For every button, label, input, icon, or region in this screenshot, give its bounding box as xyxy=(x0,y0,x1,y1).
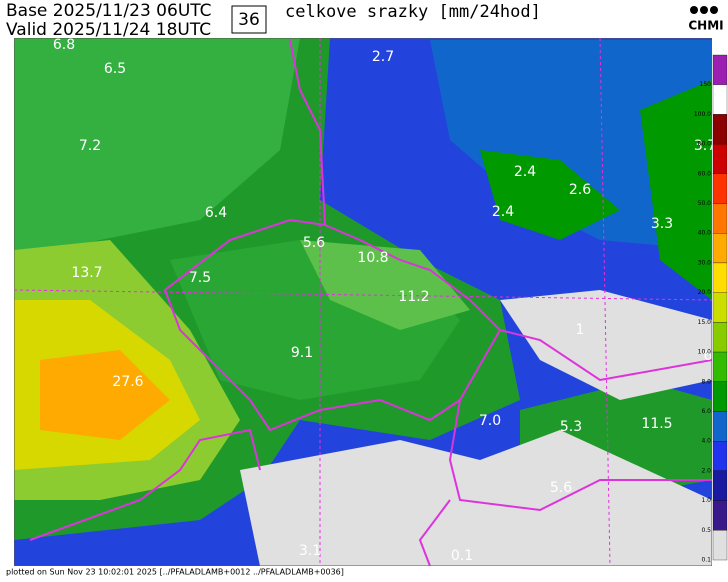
colorbar-label: 0.5 xyxy=(701,527,711,534)
map-label: 3.7 xyxy=(694,138,716,154)
map-label: 0.1 xyxy=(451,548,473,564)
colorbar-label: 10.0 xyxy=(698,349,712,356)
colorbar-label: 50.0 xyxy=(698,200,712,207)
colorbar-label: 100.0 xyxy=(694,111,711,118)
colorbar-label: 30.0 xyxy=(698,259,712,266)
colorbar-swatch xyxy=(712,500,728,531)
map-label: 6.5 xyxy=(104,61,126,77)
map-label: 13.7 xyxy=(71,265,102,281)
colorbar-label: 80.0 xyxy=(698,141,712,148)
colorbar-swatch xyxy=(712,292,728,323)
colorbar-swatch xyxy=(712,351,728,382)
colorbar-swatch xyxy=(712,322,728,353)
colorbar-swatch xyxy=(712,84,728,115)
map-label: 2.4 xyxy=(492,204,514,220)
map-label: 5.3 xyxy=(560,419,582,435)
map-label: 2.4 xyxy=(514,164,536,180)
map-label: 5.6 xyxy=(550,480,572,496)
colorbar-swatch xyxy=(712,381,728,412)
colorbar-label: 15.0 xyxy=(698,319,712,326)
colorbar-label: 2.0 xyxy=(701,467,711,474)
colorbar-swatch xyxy=(712,233,728,264)
colorbar-label: 60.0 xyxy=(698,170,712,177)
colorbar-label: 0.1 xyxy=(701,557,711,564)
map-label: 9.1 xyxy=(291,345,313,361)
colorbar: 150 100.0 80.0 60.0 50.0 40.0 30.0 20.0 15.0 10.0… xyxy=(694,54,728,564)
colorbar-swatch xyxy=(712,173,728,204)
colorbar-swatch xyxy=(712,411,728,442)
step: 36 xyxy=(238,10,260,30)
map-label: 5.6 xyxy=(303,235,325,251)
colorbar-swatch xyxy=(712,143,728,174)
logo-text: CHMI xyxy=(688,19,723,33)
colorbar-label: 4.0 xyxy=(701,438,711,445)
map-label: 11.2 xyxy=(398,289,429,305)
base-time: Base 2025/11/23 06UTC xyxy=(6,1,212,21)
map-label: 3.3 xyxy=(651,216,673,232)
colorbar-label: 20.0 xyxy=(698,289,712,296)
map-label: 6.8 xyxy=(53,37,75,53)
map-label: 2.6 xyxy=(569,182,591,198)
footer: plotted on Sun Nov 23 10:02:01 2025 [../… xyxy=(6,568,344,577)
logo: CHMI xyxy=(688,6,724,33)
colorbar-label: 1.0 xyxy=(701,497,711,504)
map-label: 6.4 xyxy=(205,205,227,221)
colorbar-label: 150 xyxy=(700,81,712,88)
colorbar-swatch xyxy=(712,54,728,85)
map-label: 1 xyxy=(576,322,585,338)
colorbar-label: 6.0 xyxy=(701,408,711,415)
map-label: 27.6 xyxy=(112,374,143,390)
colorbar-label: 40.0 xyxy=(698,230,712,237)
colorbar-swatch xyxy=(712,441,728,472)
map-label: 7.0 xyxy=(479,413,501,429)
map-label: 10.8 xyxy=(357,250,388,266)
colorbar-swatch xyxy=(712,114,728,145)
colorbar-swatch xyxy=(712,530,728,561)
valid-time: Valid 2025/11/24 18UTC xyxy=(6,20,211,40)
colorbar-label: 8.0 xyxy=(701,378,711,385)
map-label: 7.2 xyxy=(79,138,101,154)
colorbar-swatch xyxy=(712,262,728,293)
colorbar-swatch xyxy=(712,203,728,234)
map-label: 3.1 xyxy=(299,543,321,559)
map-label: 2.7 xyxy=(372,49,394,65)
map-label: 11.5 xyxy=(641,416,672,432)
step-box xyxy=(231,5,267,34)
map: 6.8 6.5 7.2 6.4 13.7 7.5 5.6 10.8 11.2 9… xyxy=(14,37,716,566)
colorbar-swatch xyxy=(712,470,728,501)
title: celkove srazky [mm/24hod] xyxy=(285,2,541,22)
map-label: 7.5 xyxy=(189,270,211,286)
map-label: 6 xyxy=(704,348,713,364)
